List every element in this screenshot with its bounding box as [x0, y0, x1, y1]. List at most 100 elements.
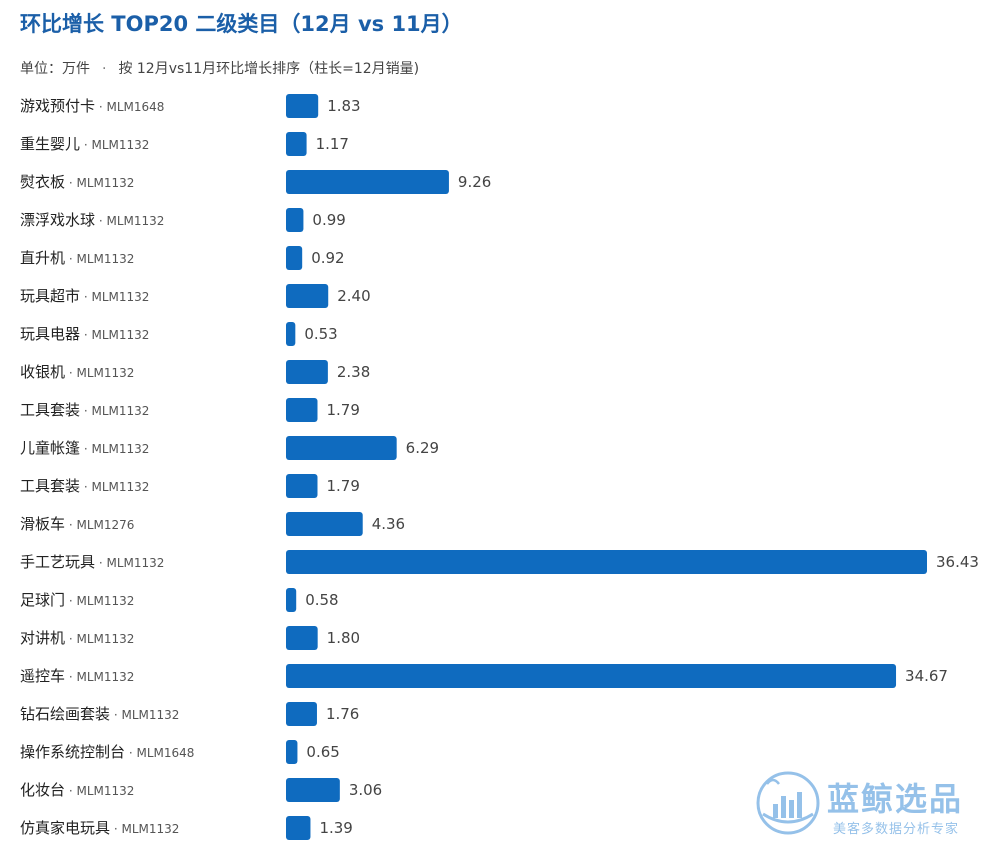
category-label: 玩具超市 · MLM1132 — [20, 287, 149, 305]
category-code: · MLM1132 — [80, 480, 149, 494]
category-code: · MLM1132 — [65, 784, 134, 798]
value-label: 6.29 — [406, 439, 439, 457]
category-name: 操作系统控制台 — [20, 743, 125, 761]
category-label: 熨衣板 · MLM1132 — [20, 173, 134, 191]
chart-title: 环比增长 TOP20 二级类目（12月 vs 11月） — [20, 12, 463, 36]
bar — [286, 436, 397, 460]
bar — [286, 284, 329, 308]
category-label: 直升机 · MLM1132 — [20, 249, 134, 267]
category-code: · MLM1132 — [80, 290, 149, 304]
value-label: 1.79 — [326, 477, 359, 495]
category-name: 儿童帐篷 — [20, 439, 80, 457]
category-label: 重生婴儿 · MLM1132 — [20, 135, 149, 153]
category-name: 钻石绘画套装 — [20, 705, 110, 723]
subtitle-separator: · — [102, 61, 107, 77]
category-code: · MLM1132 — [80, 328, 149, 342]
category-code: · MLM1132 — [95, 556, 164, 570]
watermark-tagline: 美客多数据分析专家 — [833, 822, 960, 837]
whale-logo-icon — [756, 771, 820, 835]
bar — [286, 474, 318, 498]
category-name: 玩具超市 — [20, 287, 80, 305]
bar — [286, 132, 307, 156]
category-name: 足球门 — [20, 591, 65, 609]
category-label: 工具套装 · MLM1132 — [20, 477, 149, 495]
bar — [286, 778, 340, 802]
category-label: 工具套装 · MLM1132 — [20, 401, 149, 419]
bar — [286, 588, 297, 612]
category-code: · MLM1648 — [95, 100, 164, 114]
category-label: 收银机 · MLM1132 — [20, 363, 134, 381]
watermark: 蓝鲸选品 美客多数据分析专家 — [755, 768, 980, 842]
bar — [286, 740, 298, 764]
category-label: 仿真家电玩具 · MLM1132 — [20, 819, 179, 837]
category-name: 熨衣板 — [20, 173, 65, 191]
category-name: 化妆台 — [20, 781, 65, 799]
bar — [286, 398, 318, 422]
value-label: 36.43 — [936, 553, 979, 571]
value-label: 0.58 — [305, 591, 338, 609]
category-code: · MLM1132 — [95, 214, 164, 228]
bar — [286, 626, 318, 650]
category-code: · MLM1132 — [110, 708, 179, 722]
category-label: 漂浮戏水球 · MLM1132 — [20, 211, 164, 229]
bar — [286, 94, 319, 118]
category-code: · MLM1132 — [80, 404, 149, 418]
category-code: · MLM1132 — [65, 594, 134, 608]
value-label: 1.39 — [319, 819, 352, 837]
value-label: 0.92 — [311, 249, 344, 267]
category-label: 游戏预付卡 · MLM1648 — [20, 97, 164, 115]
bar — [286, 322, 296, 346]
value-label: 1.80 — [327, 629, 360, 647]
category-code: · MLM1648 — [125, 746, 194, 760]
category-name: 工具套装 — [20, 401, 80, 419]
value-label: 2.40 — [337, 287, 370, 305]
watermark-brand: 蓝鲸选品 — [827, 780, 964, 818]
unit-label: 单位：万件 — [20, 61, 90, 77]
category-code: · MLM1132 — [65, 366, 134, 380]
value-label: 1.76 — [326, 705, 359, 723]
category-name: 收银机 — [20, 363, 65, 381]
sort-note: 按 12月vs11月环比增长排序（柱长=12月销量) — [118, 61, 420, 77]
value-label: 1.83 — [327, 97, 360, 115]
category-code: · MLM1132 — [65, 670, 134, 684]
category-name: 玩具电器 — [20, 325, 80, 343]
value-label: 9.26 — [458, 173, 491, 191]
category-label: 遥控车 · MLM1132 — [20, 667, 134, 685]
value-label: 2.38 — [337, 363, 370, 381]
category-label: 对讲机 · MLM1132 — [20, 629, 134, 647]
category-name: 仿真家电玩具 — [20, 819, 110, 837]
bar — [286, 702, 317, 726]
bar — [286, 550, 927, 574]
category-name: 遥控车 — [20, 667, 65, 685]
category-label: 操作系统控制台 · MLM1648 — [20, 743, 194, 761]
category-label: 手工艺玩具 · MLM1132 — [20, 553, 164, 571]
value-label: 0.53 — [304, 325, 337, 343]
value-label: 0.99 — [312, 211, 345, 229]
bar — [286, 170, 449, 194]
value-label: 3.06 — [349, 781, 382, 799]
category-label: 足球门 · MLM1132 — [20, 591, 134, 609]
category-code: · MLM1132 — [110, 822, 179, 836]
category-label: 玩具电器 · MLM1132 — [20, 325, 149, 343]
category-label: 化妆台 · MLM1132 — [20, 781, 134, 799]
category-label: 儿童帐篷 · MLM1132 — [20, 439, 149, 457]
category-code: · MLM1132 — [65, 176, 134, 190]
value-label: 1.17 — [316, 135, 349, 153]
value-label: 4.36 — [372, 515, 405, 533]
chart-subtitle: 单位：万件 · 按 12月vs11月环比增长排序（柱长=12月销量) — [20, 58, 419, 78]
category-name: 游戏预付卡 — [20, 97, 95, 115]
category-label: 滑板车 · MLM1276 — [20, 515, 134, 533]
category-code: · MLM1132 — [80, 138, 149, 152]
value-label: 34.67 — [905, 667, 948, 685]
bar — [286, 512, 363, 536]
category-name: 漂浮戏水球 — [20, 211, 95, 229]
bar — [286, 246, 303, 270]
bar — [286, 208, 304, 232]
category-name: 手工艺玩具 — [20, 553, 95, 571]
value-label: 1.79 — [326, 401, 359, 419]
category-code: · MLM1132 — [80, 442, 149, 456]
category-code: · MLM1132 — [65, 632, 134, 646]
bar — [286, 360, 328, 384]
category-name: 工具套装 — [20, 477, 80, 495]
